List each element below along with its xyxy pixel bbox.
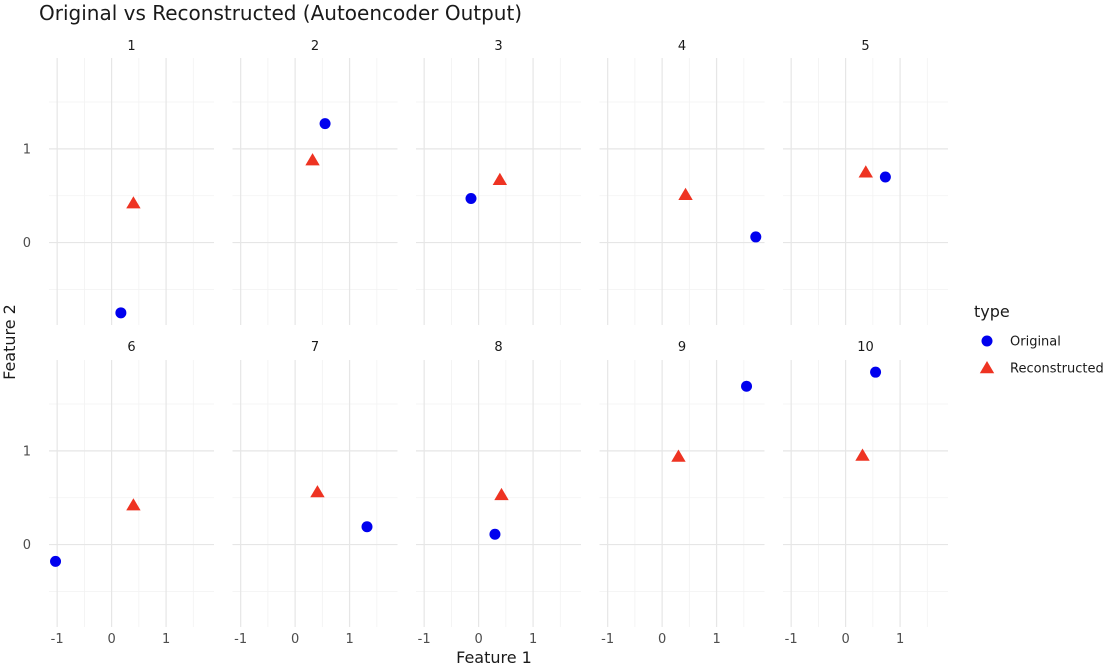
- legend: type Original Reconstructed: [974, 302, 1104, 377]
- x-tick-label: 0: [474, 632, 482, 647]
- reconstructed-point: [126, 196, 141, 209]
- x-tick-label: 0: [658, 632, 666, 647]
- facet-strip-label: 7: [311, 340, 319, 355]
- facet-panel: 4: [599, 39, 765, 325]
- facet-strip-label: 2: [311, 39, 319, 54]
- x-tick-label: -1: [51, 632, 64, 647]
- legend-label: Original: [1010, 335, 1061, 350]
- chart-title: Original vs Reconstructed (Autoencoder O…: [39, 1, 522, 25]
- facet-strip-label: 4: [678, 39, 686, 54]
- original-point: [361, 521, 373, 533]
- original-point: [750, 231, 762, 243]
- y-tick-label: 1: [23, 142, 31, 157]
- facet-panel: 5: [783, 39, 948, 325]
- facet-strip-label: 8: [494, 340, 502, 355]
- reconstructed-point: [492, 172, 508, 185]
- facet-panel: 6 0 1 -1 0 1: [23, 340, 214, 647]
- y-tick-label: 0: [23, 236, 31, 251]
- y-tick-label: 0: [23, 538, 31, 553]
- reconstructed-point: [671, 449, 686, 462]
- original-point: [489, 528, 501, 540]
- x-tick-label: -1: [601, 632, 614, 647]
- original-point: [870, 366, 882, 378]
- x-tick-label: 0: [841, 632, 849, 647]
- original-point: [879, 171, 891, 183]
- reconstructed-point: [310, 485, 325, 498]
- x-tick-label: -1: [785, 632, 798, 647]
- x-tick-label: 0: [291, 632, 299, 647]
- reconstructed-point: [678, 187, 693, 200]
- facet-panel: 1 0 1: [23, 39, 214, 325]
- x-tick-label: 0: [107, 632, 115, 647]
- facet-strip-label: 9: [678, 340, 686, 355]
- facet-strip-label: 6: [127, 340, 135, 355]
- x-axis-title: Feature 1: [456, 648, 532, 667]
- x-tick-label: 1: [529, 632, 537, 647]
- legend-key-original: [981, 335, 993, 347]
- y-axis-title: Feature 2: [0, 304, 19, 380]
- original-point: [741, 380, 753, 392]
- facet-strip-label: 3: [494, 39, 502, 54]
- facet-panel: 9 -1 0 1: [599, 340, 765, 647]
- facet-strip-label: 1: [127, 39, 135, 54]
- facet-panel: 2: [232, 39, 398, 325]
- reconstructed-point: [858, 165, 873, 178]
- legend-label: Reconstructed: [1010, 362, 1104, 377]
- reconstructed-point: [305, 153, 320, 166]
- original-point: [115, 307, 127, 319]
- x-tick-label: -1: [418, 632, 431, 647]
- x-tick-label: 1: [712, 632, 720, 647]
- y-tick-label: 1: [23, 444, 31, 459]
- reconstructed-point: [494, 487, 509, 501]
- x-tick-label: 1: [162, 632, 170, 647]
- reconstructed-point: [855, 448, 870, 461]
- facet-panel: 8 -1 0 1: [416, 340, 581, 647]
- reconstructed-point: [126, 498, 141, 511]
- facet-panel: 7 -1 0 1: [232, 340, 398, 647]
- facet-panel: 3: [416, 39, 581, 325]
- legend-title: type: [974, 302, 1010, 321]
- x-tick-label: 1: [896, 632, 904, 647]
- facet-panel: 10 -1 0 1: [783, 340, 948, 647]
- x-tick-label: 1: [345, 632, 353, 647]
- facet-strip-label: 10: [857, 340, 874, 355]
- facet-strip-label: 5: [861, 39, 869, 54]
- x-tick-label: -1: [234, 632, 247, 647]
- legend-key-reconstructed: [979, 361, 995, 374]
- original-point: [319, 118, 331, 130]
- original-point: [50, 555, 62, 567]
- original-point: [465, 193, 477, 205]
